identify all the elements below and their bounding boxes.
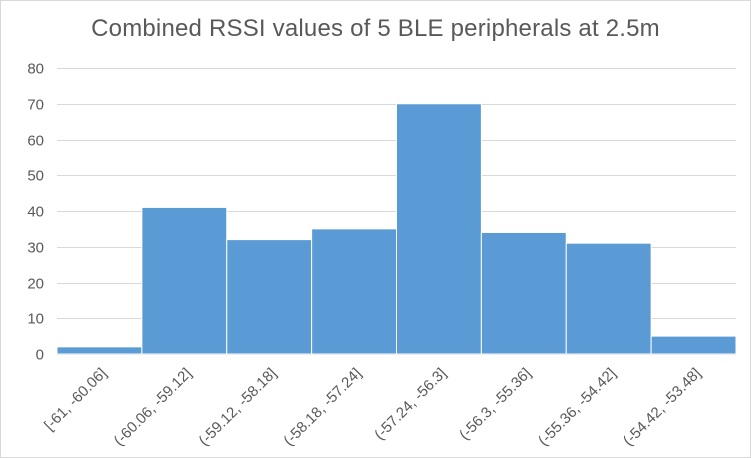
- y-tick-label: 70: [27, 97, 44, 114]
- x-category-label: (-59.12, -58.18]: [195, 365, 280, 450]
- x-category-label: (-58.18, -57.24]: [280, 365, 365, 450]
- bar-6: [565, 242, 652, 355]
- y-tick-label: 40: [27, 204, 44, 221]
- bar-7: [650, 335, 737, 355]
- chart-title: Combined RSSI values of 5 BLE peripheral…: [91, 15, 660, 42]
- x-category-label: (-56.3, -55.36]: [456, 365, 535, 444]
- x-category-label: (-60.06, -59.12]: [111, 365, 196, 450]
- x-category-label: [-61, -60.06]: [41, 365, 110, 434]
- x-category-label: (-54.42, -53.48]: [620, 365, 705, 450]
- y-tick-label: 60: [27, 133, 44, 150]
- y-tick-label: 20: [27, 276, 44, 293]
- y-tick-label: 80: [27, 61, 44, 78]
- bar-0: [56, 346, 143, 355]
- x-category-label: (-55.36, -54.42]: [535, 365, 620, 450]
- bar-3: [311, 228, 397, 355]
- y-tick-label: 50: [27, 168, 44, 185]
- y-tick-label: 10: [27, 311, 44, 328]
- bars: [56, 103, 737, 355]
- y-tick-label: 0: [36, 347, 44, 364]
- x-category-label: (-57.24, -56.3]: [371, 365, 450, 444]
- bar-5: [480, 231, 567, 355]
- bar-1: [141, 206, 228, 355]
- bar-4: [396, 103, 482, 355]
- bar-2: [226, 239, 313, 355]
- y-axis-ticks: 0 10 20 30 40 50 60 70 80: [27, 61, 44, 364]
- y-tick-label: 30: [27, 240, 44, 257]
- x-axis-categories: [-61, -60.06] (-60.06, -59.12] (-59.12, -5…: [41, 365, 704, 450]
